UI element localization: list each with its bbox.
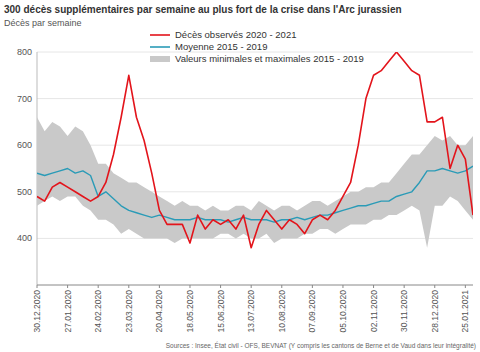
legend-swatch <box>150 56 170 62</box>
x-tick <box>220 285 221 288</box>
plot-area <box>37 52 473 248</box>
x-tick <box>434 285 435 288</box>
legend-swatch <box>150 46 170 48</box>
x-tick-label: 02.11.2020 <box>369 290 379 332</box>
x-tick-label: 07.09.2020 <box>307 290 317 333</box>
x-tick <box>404 285 405 288</box>
x-tick <box>373 285 374 288</box>
x-tick-label: 27.01.2020 <box>63 290 73 333</box>
x-tick-label: 13.07.2020 <box>246 290 256 333</box>
y-tick-label: 800 <box>17 47 32 57</box>
x-tick <box>98 285 99 288</box>
x-tick <box>37 285 38 288</box>
chart: 300 décès supplémentaires par semaine au… <box>0 0 480 352</box>
x-tick <box>128 285 129 288</box>
x-tick-label: 05.10.2020 <box>338 290 348 333</box>
series-line <box>37 166 473 222</box>
x-tick-label: 25.01.2021 <box>460 290 470 333</box>
title: 300 décès supplémentaires par semaine au… <box>4 4 402 15</box>
y-tick-label: 400 <box>17 233 32 243</box>
legend: Décès observés 2020 - 2021Moyenne 2015 -… <box>150 29 364 64</box>
y-tick-label: 500 <box>17 187 32 197</box>
y-tick-label: 700 <box>17 94 32 104</box>
series-line <box>37 52 473 248</box>
x-tick-label: 20.04.2020 <box>154 290 164 333</box>
x-tick-label: 28.12.2020 <box>430 290 440 333</box>
x-tick <box>251 285 252 288</box>
x-tick <box>465 285 466 288</box>
x-tick <box>159 285 160 288</box>
x-tick <box>312 285 313 288</box>
x-tick <box>67 285 68 288</box>
x-tick <box>342 285 343 288</box>
source: Sources : Insee, État civil - OFS, BEVNA… <box>166 341 476 350</box>
x-axis <box>37 285 473 286</box>
legend-label: Décès observés 2020 - 2021 <box>175 29 296 40</box>
x-tick <box>189 285 190 288</box>
y-axis-label: Décès par semaine <box>4 18 82 28</box>
x-tick-label: 23.03.2020 <box>124 290 134 333</box>
min-max-band <box>37 117 473 247</box>
x-tick-label: 30.11.2020 <box>399 290 409 332</box>
grid-line <box>37 145 473 146</box>
x-tick-label: 24.02.2020 <box>93 290 103 333</box>
x-tick-label: 30.12.2020 <box>32 290 42 333</box>
x-tick-label: 10.08.2020 <box>277 290 287 333</box>
legend-label: Valeurs minimales et maximales 2015 - 20… <box>175 53 364 64</box>
x-tick <box>281 285 282 288</box>
x-tick-label: 15.06.2020 <box>216 290 226 333</box>
y-tick-label: 600 <box>17 140 32 150</box>
grid-line <box>37 98 473 99</box>
legend-label: Moyenne 2015 - 2019 <box>175 41 267 52</box>
x-tick-label: 18.05.2020 <box>185 290 195 333</box>
legend-swatch <box>150 34 170 36</box>
